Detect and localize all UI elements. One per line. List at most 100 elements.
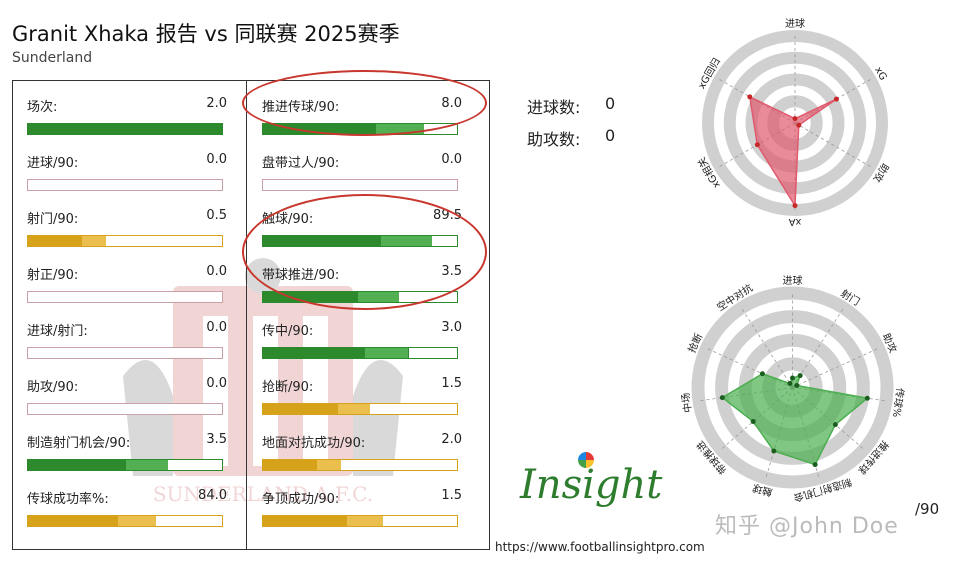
stats-panel: SUNDERLAND A.F.C.: [12, 80, 490, 550]
stat-label: 场次:: [27, 100, 58, 115]
radar-point: [787, 381, 793, 387]
radar-spoke: [792, 347, 879, 388]
stat-value: 0.0: [206, 320, 227, 335]
stat-bar: [262, 459, 458, 471]
stat-label: 传中/90:: [262, 324, 314, 339]
stat-value: 0.5: [206, 208, 227, 223]
stat-bar-fill: [263, 460, 341, 470]
stat-value: 0.0: [206, 376, 227, 391]
assists-label: 助攻数:: [527, 130, 581, 149]
logo-text: Insight: [520, 462, 663, 508]
crest-text: SUNDERLAND A.F.C.: [153, 482, 373, 506]
radar-spoke: [792, 307, 844, 388]
stat-bar-fill: [28, 516, 157, 526]
stat-bar-segment: [82, 236, 106, 246]
stat-value: 0.0: [206, 152, 227, 167]
stat-label: 传球成功率%:: [27, 492, 109, 507]
radar-spoke: [706, 347, 793, 388]
radar-spoke: [794, 122, 871, 167]
radar-point: [833, 96, 839, 102]
stat-row: 射门/90: 0.5: [27, 208, 237, 248]
stat-value: 2.0: [441, 432, 462, 447]
stat-row: 地面对抗成功/90: 2.0: [262, 432, 472, 472]
team-name: Sunderland: [12, 50, 93, 66]
radar-point: [759, 371, 765, 377]
stat-bar: [262, 347, 458, 359]
stat-row: 争顶成功/90: 1.5: [262, 488, 472, 528]
stat-bar-segment: [337, 404, 370, 414]
radar-spoke: [720, 387, 793, 450]
radar-spoke: [792, 387, 865, 450]
stat-label: 制造射门机会/90:: [27, 436, 131, 451]
radar-spoke: [698, 387, 793, 402]
radar-point: [771, 448, 777, 454]
stat-bar-segment: [347, 516, 384, 526]
radar-point: [812, 462, 818, 468]
stat-bar: [262, 403, 458, 415]
goals-label: 进球数:: [527, 98, 581, 117]
stat-row: 进球/90: 0.0: [27, 152, 237, 192]
stat-bar: [27, 459, 223, 471]
goals-value: 0: [605, 94, 616, 113]
radar-axis-label: 中场: [679, 392, 695, 414]
stat-row: 传球成功率%: 84.0: [27, 488, 237, 528]
stat-bar: [27, 291, 223, 303]
radar-point: [864, 395, 870, 401]
insight-logo: Insight: [520, 452, 663, 508]
radar-chart-bottom: 进球 射门 助攻 传球% 推进传球 制造射门机会 触球 带球推进 中场 抢断 空中对抗: [679, 274, 907, 505]
stat-bar: [262, 179, 458, 191]
radar-point: [750, 419, 756, 425]
stat-bar-fill: [28, 124, 222, 134]
stat-bar: [27, 123, 223, 135]
football-icon: [578, 452, 594, 468]
stat-label: 射门/90:: [27, 212, 79, 227]
stat-bar-segment: [125, 460, 168, 470]
radar-point: [796, 122, 802, 128]
stat-label: 射正/90:: [27, 268, 79, 283]
stat-row: 制造射门机会/90: 3.5: [27, 432, 237, 472]
radar-axis-label: 进球: [785, 17, 805, 30]
stat-bar: [262, 515, 458, 527]
stat-bar-fill: [28, 236, 106, 246]
radar-spoke: [792, 387, 887, 402]
per90-label: /90: [915, 500, 940, 518]
stat-label: 地面对抗成功/90:: [262, 436, 366, 451]
highlight-ellipse-2: [242, 194, 487, 310]
highlight-ellipse-1: [242, 70, 487, 136]
stat-bar: [27, 235, 223, 247]
stat-bar-fill: [263, 404, 370, 414]
stat-label: 抢断/90:: [262, 380, 314, 395]
page-title: Granit Xhaka 报告 vs 同联赛 2025赛季: [12, 22, 400, 46]
stat-bar: [27, 403, 223, 415]
stat-label: 助攻/90:: [27, 380, 79, 395]
stat-row: 场次: 2.0: [27, 96, 237, 136]
radar-point: [792, 116, 798, 122]
stat-row: 助攻/90: 0.0: [27, 376, 237, 416]
stat-bar: [27, 347, 223, 359]
stat-value: 0.0: [206, 264, 227, 279]
assists-value: 0: [605, 126, 616, 145]
radar-chart-top: 进球 xG 助攻 xA xG相关 xG回归: [690, 17, 900, 232]
radar-axis-label: xA: [788, 216, 801, 227]
stat-label: 进球/90:: [27, 156, 79, 171]
stat-value: 84.0: [198, 488, 227, 503]
radar-point: [747, 94, 753, 100]
stat-value: 1.5: [441, 376, 462, 391]
stat-row: 抢断/90: 1.5: [262, 376, 472, 416]
stat-value: 3.0: [441, 320, 462, 335]
radar-point: [754, 142, 760, 148]
stat-bar-fill: [263, 348, 409, 358]
stat-bar-fill: [263, 516, 384, 526]
radar-point: [832, 422, 838, 428]
website-url[interactable]: https://www.footballinsightpro.com: [495, 540, 705, 554]
stat-row: 传中/90: 3.0: [262, 320, 472, 360]
radar-point: [797, 373, 803, 379]
panel-divider: [246, 80, 247, 550]
stat-bar-segment: [117, 516, 157, 526]
radar-ring: [715, 310, 870, 465]
radar-point: [719, 395, 725, 401]
stat-value: 3.5: [206, 432, 227, 447]
radar-ring: [691, 286, 894, 489]
